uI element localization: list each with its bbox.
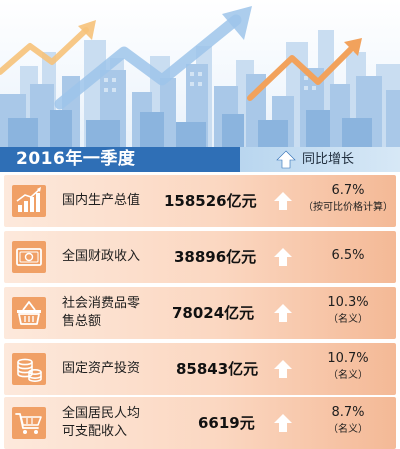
header-illustration [0, 0, 400, 147]
indicator-value: 85843亿元 [176, 360, 259, 378]
growth-note: （按可比价格计算） [303, 202, 393, 213]
indicator-label: 固定资产投资 [62, 361, 141, 376]
indicator-label-line-1: 社会消费品零 [62, 296, 141, 311]
shopping-cart-icon [12, 407, 46, 439]
indicator-value: 6619元 [198, 414, 255, 432]
growth-rate: 6.5% [331, 248, 365, 263]
banknote-icon [12, 241, 46, 273]
growth-rate: 8.7% [331, 405, 365, 420]
row-background [4, 175, 396, 227]
indicator-value: 38896亿元 [174, 248, 257, 266]
growth-rate: 10.7% [327, 351, 369, 366]
growth-note: （名义） [328, 424, 368, 435]
indicator-row-retail-sales: 社会消费品零 售总额 78024亿元 10.3% （名义） [0, 287, 400, 339]
up-arrow-icon [274, 248, 292, 266]
growth-header-label: 同比增长 [302, 152, 355, 167]
period-title: 2016年一季度 [16, 149, 136, 169]
row-background [4, 343, 396, 395]
growth-note: （名义） [328, 314, 368, 325]
row-background [4, 287, 396, 339]
up-arrow-icon [274, 360, 292, 378]
indicator-label-line-1: 全国居民人均 [62, 406, 141, 421]
up-arrow-icon [274, 192, 292, 210]
indicator-label: 全国财政收入 [62, 249, 141, 264]
growth-rate: 10.3% [327, 295, 369, 310]
bar-chart-trend-icon [12, 185, 46, 217]
growth-header-panel [240, 147, 400, 172]
indicator-label-line-2: 售总额 [62, 314, 102, 329]
indicator-row-fiscal-revenue: 全国财政收入 38896亿元 6.5% [0, 231, 400, 283]
up-arrow-icon [274, 414, 292, 432]
indicator-row-disposable-income: 全国居民人均 可支配收入 6619元 8.7% （名义） [0, 397, 400, 449]
indicator-row-fixed-asset-investment: 固定资产投资 85843亿元 10.7% （名义） [0, 343, 400, 395]
growth-rate: 6.7% [331, 183, 365, 198]
indicator-value: 158526亿元 [164, 192, 257, 210]
up-arrow-icon [274, 304, 292, 322]
shopping-basket-icon [12, 297, 46, 329]
indicator-label-line-2: 可支配收入 [62, 424, 128, 439]
indicator-row-gdp: 国内生产总值 158526亿元 6.7% （按可比价格计算） [0, 175, 400, 227]
up-arrow-icon [276, 150, 296, 169]
indicator-value: 78024亿元 [172, 304, 255, 322]
coin-stack-icon [12, 353, 46, 385]
row-background [4, 231, 396, 283]
indicator-label: 国内生产总值 [62, 193, 141, 208]
row-background [4, 397, 396, 449]
city-skyline-illustration [0, 6, 400, 147]
title-band: 2016年一季度 同比增长 [0, 147, 400, 172]
growth-note: （名义） [328, 370, 368, 381]
